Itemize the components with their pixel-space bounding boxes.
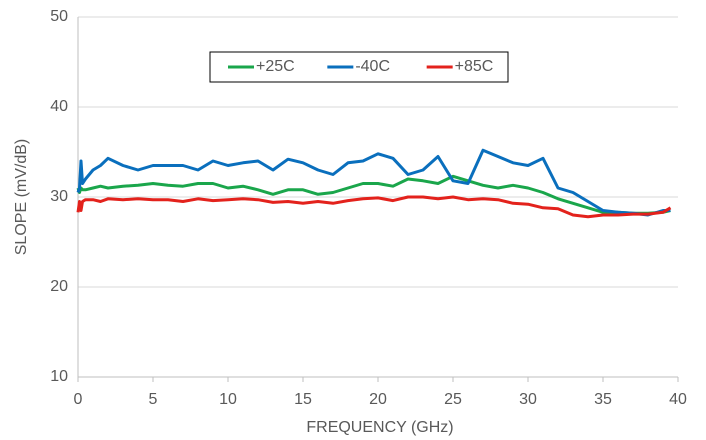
legend-label: +25C [256, 58, 295, 75]
series-line [76, 195, 672, 219]
x-tick-label: 40 [669, 391, 687, 408]
y-tick-label: 50 [50, 8, 68, 25]
x-tick-label: 30 [519, 391, 537, 408]
x-tick-label: 20 [369, 391, 387, 408]
legend-box [209, 51, 509, 83]
y-axis-label: SLOPE (mV/dB) [13, 139, 30, 255]
x-tick-label: 5 [149, 391, 158, 408]
y-tick-label: 40 [50, 98, 68, 115]
series-line [76, 174, 671, 215]
x-tick-label: 25 [444, 391, 462, 408]
x-axis-label: FREQUENCY (GHz) [306, 419, 453, 436]
x-tick-label: 35 [594, 391, 612, 408]
y-tick-label: 30 [50, 188, 68, 205]
x-tick-label: 15 [294, 391, 312, 408]
y-tick-label: 20 [50, 278, 68, 295]
y-tick-label: 10 [50, 368, 68, 385]
legend-label: +85C [455, 58, 494, 75]
x-tick-label: 0 [74, 391, 83, 408]
legend-label: -40C [355, 58, 390, 75]
series-line [76, 148, 671, 217]
x-tick-label: 10 [219, 391, 237, 408]
